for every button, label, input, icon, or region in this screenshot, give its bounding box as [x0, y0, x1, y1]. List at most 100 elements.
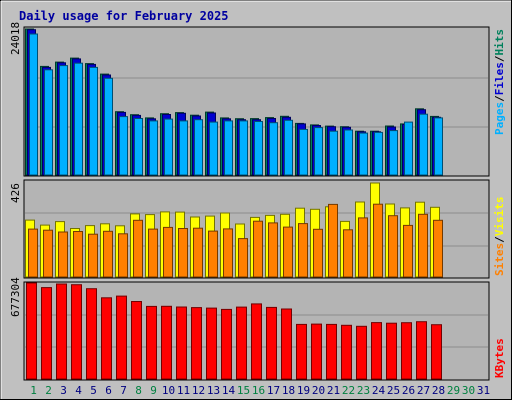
x-tick-label: 16 — [252, 384, 265, 397]
visits-panel-legend: Sites/Visits — [493, 197, 506, 277]
kbytes-bar — [236, 306, 247, 380]
pages-bar — [194, 119, 203, 176]
pages-bar — [419, 113, 428, 176]
x-tick-label: 22 — [342, 384, 355, 397]
kbytes-max-label: 677304 — [9, 277, 22, 317]
kbytes-bar — [131, 301, 142, 380]
x-tick-label: 9 — [150, 384, 157, 397]
sites-bar — [388, 215, 398, 278]
pages-bar — [314, 127, 323, 176]
kbytes-bar — [221, 308, 232, 380]
pages-bar — [329, 130, 338, 176]
x-tick-label: 17 — [267, 384, 280, 397]
kbytes-panel-legend: KBytes — [493, 338, 506, 378]
kbytes-bar — [116, 295, 127, 380]
kbytes-bar — [326, 323, 337, 380]
visits-max-label: 426 — [9, 183, 22, 203]
x-tick-label: 23 — [357, 384, 370, 397]
sites-bar — [148, 228, 158, 278]
pages-bar — [179, 120, 188, 176]
sites-bar — [238, 238, 248, 278]
pages-bar — [359, 132, 368, 176]
x-tick-label: 31 — [477, 384, 490, 397]
kbytes-bar — [311, 323, 322, 380]
x-tick-label: 14 — [222, 384, 236, 397]
sites-bar — [403, 224, 413, 278]
x-tick-label: 27 — [417, 384, 430, 397]
hits-panel-legend: Pages/Files/Hits — [493, 29, 506, 135]
pages-bar — [149, 120, 158, 176]
pages-bar — [89, 66, 98, 176]
kbytes-bar — [146, 305, 157, 380]
x-tick-label: 4 — [75, 384, 82, 397]
sites-bar — [328, 203, 338, 278]
kbytes-bar — [71, 284, 82, 380]
x-tick-label: 15 — [237, 384, 250, 397]
sites-bar — [373, 203, 383, 278]
visits-legend-label: Visits — [493, 197, 506, 237]
kbytes-bar — [386, 322, 397, 380]
sites-bar — [418, 213, 428, 278]
kbytes-bar — [341, 324, 352, 380]
sites-bar — [43, 229, 53, 278]
x-tick-label: 11 — [177, 384, 190, 397]
x-tick-label: 13 — [207, 384, 220, 397]
x-tick-label: 6 — [105, 384, 112, 397]
sites-bar — [193, 227, 203, 278]
x-tick-label: 10 — [162, 384, 175, 397]
x-axis-labels: 1 2 3 4 5 6 7 8 9 10 11 12 13 14 15 16 17 18 19 20 21 22 23 24 2… — [30, 384, 490, 397]
kbytes-bar — [371, 322, 382, 380]
kbytes-bar — [56, 283, 67, 380]
sites-legend-label: Sites — [493, 243, 506, 276]
pages-bar — [239, 120, 248, 176]
x-tick-label: 3 — [60, 384, 67, 397]
files-legend-label: Files — [493, 62, 506, 95]
kbytes-bar — [191, 307, 202, 380]
x-tick-label: 28 — [432, 384, 445, 397]
sites-bar — [163, 226, 173, 278]
sites-bar — [313, 228, 323, 278]
legend-separator: / — [493, 95, 506, 102]
kbytes-bar — [101, 297, 112, 380]
kbytes-bar — [416, 321, 427, 380]
sites-bar — [283, 226, 293, 278]
pages-bar — [74, 62, 83, 176]
pages-bar — [29, 33, 38, 176]
x-tick-label: 12 — [192, 384, 205, 397]
hits-legend-label: Hits — [493, 29, 506, 56]
sites-bar — [208, 230, 218, 278]
kbytes-bar — [266, 306, 277, 380]
sites-bar — [433, 219, 443, 278]
kbytes-bar — [176, 306, 187, 380]
x-tick-label: 19 — [297, 384, 310, 397]
x-tick-label: 29 — [447, 384, 460, 397]
pages-bar — [404, 121, 413, 176]
pages-bar — [284, 119, 293, 176]
legend-separator: / — [493, 236, 506, 243]
chart-title: Daily usage for February 2025 — [19, 9, 229, 23]
pages-bar — [254, 121, 263, 176]
hits-max-label: 24018 — [9, 22, 22, 55]
sites-bar — [223, 228, 233, 278]
pages-bar — [434, 117, 443, 176]
pages-bar — [134, 118, 143, 176]
kbytes-bar — [356, 325, 367, 380]
x-tick-label: 25 — [387, 384, 400, 397]
kbytes-bar — [251, 303, 262, 380]
kbytes-bar — [41, 287, 52, 380]
pages-bar — [119, 116, 128, 176]
sites-bar — [298, 223, 308, 278]
sites-bar — [73, 231, 83, 278]
sites-bar — [58, 231, 68, 278]
x-tick-label: 20 — [312, 384, 325, 397]
sites-bar — [343, 229, 353, 278]
pages-bar — [164, 118, 173, 176]
x-tick-label: 7 — [120, 384, 127, 397]
pages-bar — [224, 120, 233, 176]
kbytes-bar — [281, 308, 292, 380]
pages-bar — [44, 69, 53, 176]
pages-legend-label: Pages — [493, 102, 506, 135]
x-tick-label: 5 — [90, 384, 97, 397]
kbytes-legend-label: KBytes — [493, 338, 506, 378]
